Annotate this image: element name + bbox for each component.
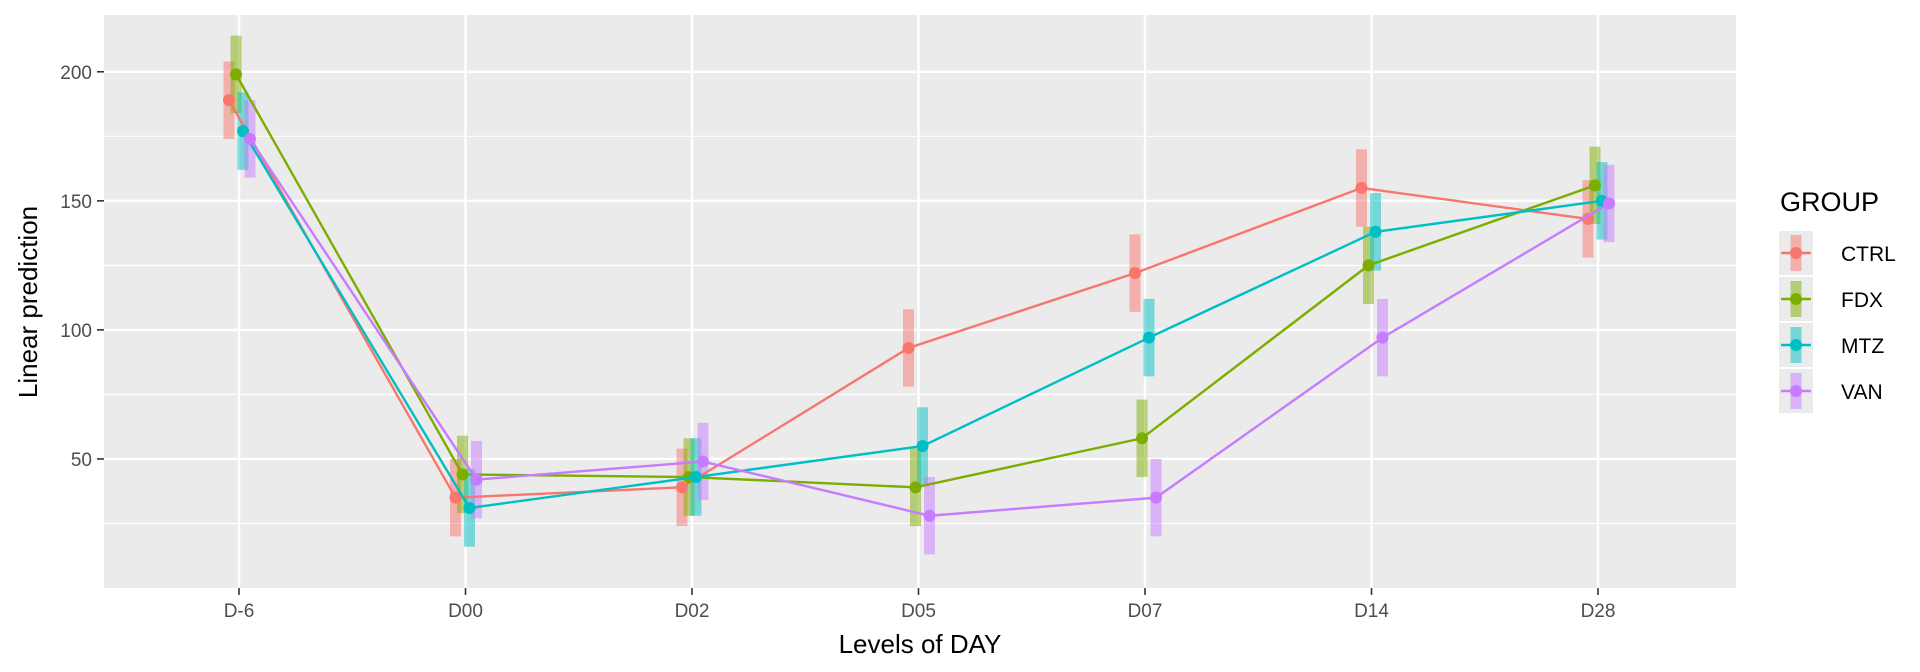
data-point [1150, 491, 1162, 504]
series-ctrl [223, 94, 1594, 504]
data-point [244, 132, 256, 145]
series-van [244, 132, 1615, 522]
data-point [1369, 225, 1382, 238]
data-point [230, 68, 242, 81]
legend-item-van: VAN [1779, 369, 1883, 413]
x-axis-title: Levels of DAY [839, 629, 1002, 659]
data-point [1362, 259, 1375, 272]
x-tick-label: D-6 [224, 601, 255, 622]
y-tick-label: 200 [60, 63, 92, 84]
y-tick-label: 50 [71, 450, 92, 471]
legend-title: GROUP [1780, 187, 1879, 217]
data-point [1143, 331, 1155, 344]
legend: GROUP CTRL FDX MTZ VAN [1779, 187, 1896, 413]
data-point [916, 440, 929, 453]
series-mtz [237, 125, 1608, 514]
data-point [1136, 432, 1148, 445]
x-tick-label: D00 [448, 601, 483, 622]
x-tick-label: D07 [1128, 601, 1163, 622]
data-point [1582, 212, 1594, 225]
y-axis: 50 100 150 200 [60, 63, 104, 471]
data-point [1376, 331, 1389, 344]
legend-label: CTRL [1841, 243, 1896, 266]
data-marks [223, 35, 1615, 555]
data-point [676, 481, 688, 494]
y-axis-title: Linear prediction [13, 206, 43, 398]
data-point [1589, 179, 1601, 192]
legend-key-point [1790, 385, 1802, 397]
data-point [697, 455, 709, 468]
legend-key-point [1790, 339, 1802, 351]
data-point [1355, 181, 1368, 194]
data-point [463, 501, 476, 514]
legend-label: MTZ [1841, 335, 1884, 358]
x-tick-label: D05 [901, 601, 936, 622]
data-point [456, 468, 469, 481]
legend-item-mtz: MTZ [1779, 323, 1884, 367]
x-tick-label: D02 [675, 601, 710, 622]
legend-key-point [1790, 293, 1802, 305]
data-point [237, 125, 249, 138]
data-point [923, 509, 936, 522]
data-point [223, 94, 235, 107]
data-point [902, 341, 915, 354]
data-point [909, 481, 922, 494]
x-axis: D-6 D00 D02 D05 D07 D14 D28 [224, 588, 1616, 622]
data-point [690, 471, 702, 484]
legend-key-point [1790, 247, 1802, 259]
y-tick-label: 100 [60, 321, 92, 342]
data-point [1603, 197, 1615, 210]
legend-label: VAN [1841, 381, 1883, 404]
legend-label: FDX [1841, 289, 1883, 312]
data-point [470, 473, 483, 486]
data-point [1129, 267, 1141, 280]
x-tick-label: D28 [1581, 601, 1616, 622]
y-tick-label: 150 [60, 192, 92, 213]
legend-item-ctrl: CTRL [1779, 231, 1896, 275]
x-tick-label: D14 [1354, 601, 1389, 622]
legend-item-fdx: FDX [1779, 277, 1883, 321]
data-point [449, 491, 462, 504]
